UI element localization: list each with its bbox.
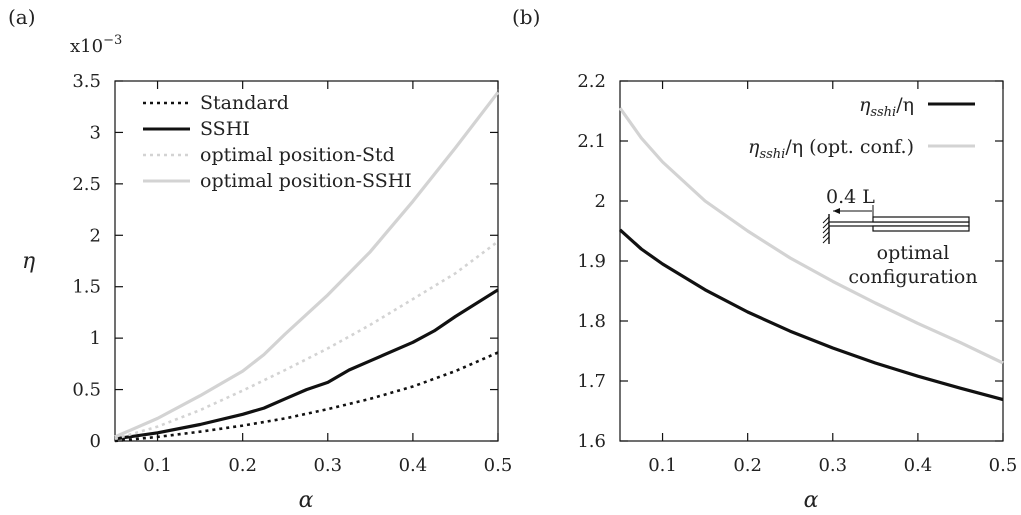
piezo-top	[872, 216, 970, 223]
series-line-b-1	[618, 107, 1004, 365]
series-line-b-0	[618, 228, 1004, 402]
legend-label-ratio-opt: ηsshi/η (opt. conf.)	[748, 136, 914, 162]
y-tick-label-a: 1.5	[72, 277, 101, 298]
legend-b: ηsshi/η ηsshi/η (opt. conf.)	[748, 94, 975, 162]
chart-panel-a: (a) x10−3 0.1 0.2 0.3 0.4 0.5 0 0.5 1 1.5 2 2.5 3 3.…	[8, 5, 512, 513]
x-tick-label-a: 0.3	[313, 455, 342, 476]
x-tick-label-b: 0.4	[904, 455, 933, 476]
plot-frame-a	[114, 80, 499, 442]
inset-caption-line1: optimal	[877, 242, 950, 264]
series-b	[618, 107, 1004, 402]
panel-a-label: (a)	[8, 5, 36, 29]
series-a	[114, 91, 500, 443]
chart-panel-b: (b) 0.1 0.2 0.3 0.4 0.5 1.6 1.7 1.8 1.9 2 2.1 2.2 α…	[512, 5, 1017, 513]
legend-label-opt-std: optimal position-Std	[200, 144, 395, 166]
legend-label-sshi: SSHI	[200, 118, 250, 140]
series-line-a-1	[114, 288, 499, 441]
y-multiplier-label: x10−3	[70, 33, 122, 57]
y-tick-label-a: 1	[90, 328, 101, 349]
x-axis-label-b: α	[804, 488, 819, 513]
dimension-label: 0.4 L	[826, 186, 875, 208]
series-line-a-0	[114, 351, 499, 443]
x-tick-label-a: 0.4	[399, 455, 428, 476]
dimension-arrowhead	[833, 208, 840, 214]
x-tick-label-a: 0.2	[228, 455, 257, 476]
inset-caption-line2: configuration	[848, 266, 977, 288]
y-tick-label-b: 2.2	[577, 71, 606, 92]
ticks-a: 0.1 0.2 0.3 0.4 0.5 0 0.5 1 1.5 2 2.5 3 3.5	[72, 71, 512, 476]
legend-label-standard: Standard	[200, 92, 289, 114]
x-axis-label-a: α	[299, 488, 314, 513]
y-tick-label-a: 0	[90, 431, 101, 452]
y-tick-label-a: 2.5	[72, 174, 101, 195]
series-line-a-3	[114, 91, 500, 439]
panel-b-label: (b)	[512, 5, 540, 29]
ticks-b: 0.1 0.2 0.3 0.4 0.5 1.6 1.7 1.8 1.9 2 2.1 2.2	[577, 71, 1017, 476]
beam-substrate	[828, 221, 970, 227]
y-tick-label-a: 2	[90, 225, 101, 246]
y-tick-label-b: 1.9	[577, 251, 606, 272]
x-tick-label-a: 0.5	[484, 455, 513, 476]
y-tick-label-b: 2.1	[577, 131, 606, 152]
y-tick-label-b: 1.6	[577, 431, 606, 452]
x-tick-label-b: 0.3	[818, 455, 847, 476]
x-tick-label-b: 0.1	[648, 455, 677, 476]
legend-label-ratio: ηsshi/η	[859, 94, 914, 120]
x-tick-label-b: 0.2	[733, 455, 762, 476]
y-tick-label-a: 3.5	[72, 71, 101, 92]
y-tick-label-b: 2	[595, 191, 606, 212]
legend-a: Standard SSHI optimal position-Std optim…	[143, 92, 412, 192]
y-tick-label-b: 1.7	[577, 371, 606, 392]
y-axis-label-a: η	[22, 249, 35, 274]
y-tick-label-b: 1.8	[577, 311, 606, 332]
y-tick-label-a: 0.5	[72, 380, 101, 401]
x-tick-label-a: 0.1	[143, 455, 172, 476]
x-tick-label-b: 0.5	[989, 455, 1018, 476]
y-tick-label-a: 3	[90, 122, 101, 143]
optimal-configuration-inset: 0.4 L optimal configuration	[822, 186, 978, 288]
piezo-bottom	[872, 225, 970, 232]
legend-label-opt-sshi: optimal position-SSHI	[200, 170, 412, 192]
clamp-hatching	[822, 216, 830, 244]
